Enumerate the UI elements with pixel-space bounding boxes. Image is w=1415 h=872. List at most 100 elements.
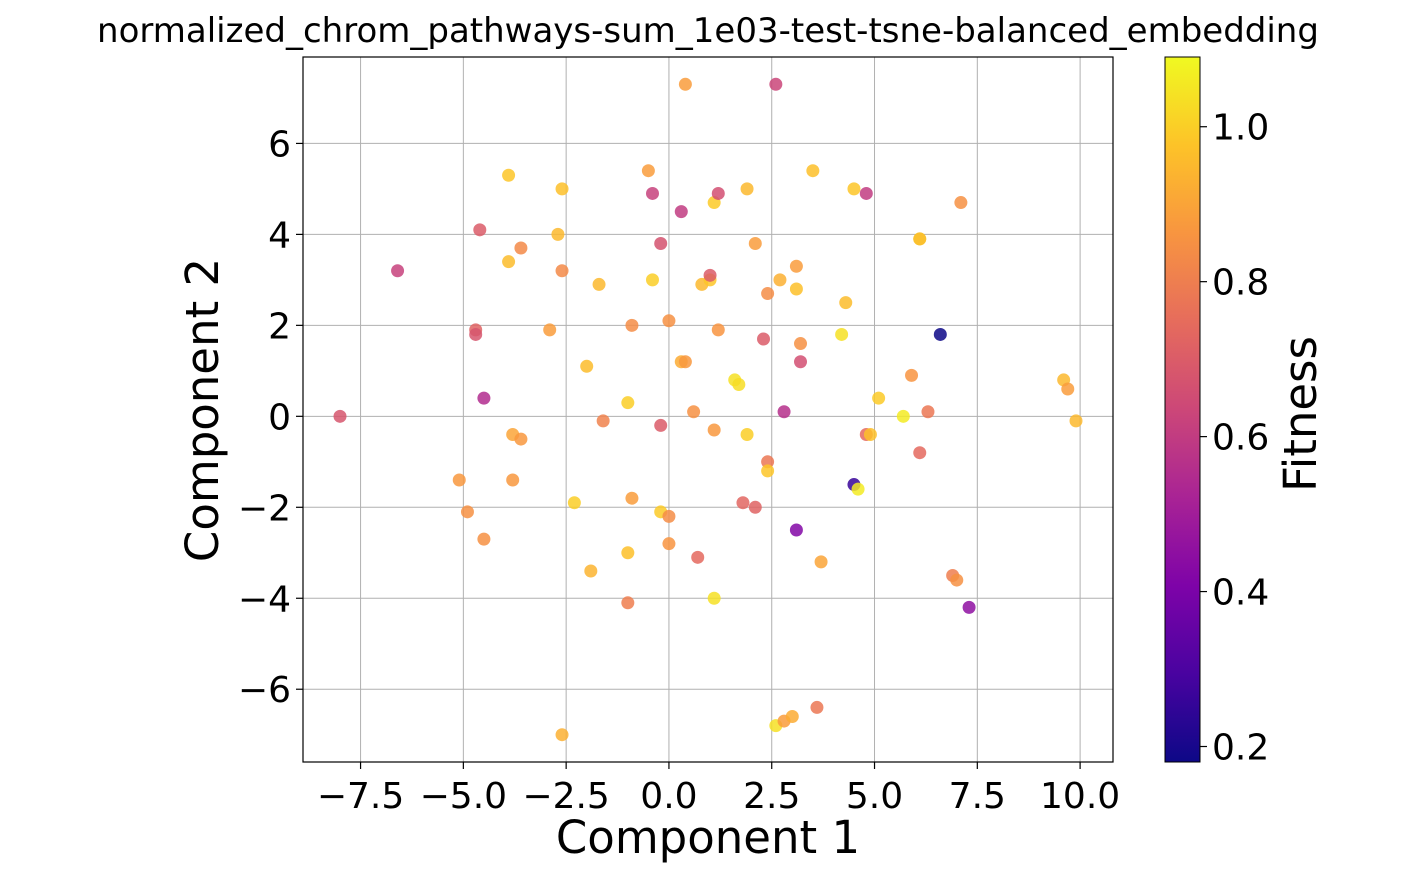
data-point [645, 273, 659, 287]
data-point [896, 409, 910, 423]
data-point [1069, 414, 1083, 428]
data-point [736, 496, 750, 510]
data-point [711, 186, 725, 200]
data-point [769, 77, 783, 91]
x-tick-label: −2.5 [522, 776, 609, 817]
data-point [740, 428, 754, 442]
y-tick-label: −2 [238, 488, 291, 529]
data-point [851, 482, 865, 496]
data-point [502, 168, 516, 182]
data-point [806, 164, 820, 178]
colorbar-tick-label: 0.6 [1212, 418, 1269, 459]
data-points [333, 77, 1083, 742]
data-point [835, 327, 849, 341]
x-tick-label: −5.0 [420, 776, 507, 817]
colorbar-ticks: 0.2 0.4 0.6 0.8 1.0 [1200, 108, 1269, 769]
data-point [913, 446, 927, 460]
data-point [839, 296, 853, 310]
data-point [1061, 382, 1075, 396]
data-point [962, 600, 976, 614]
data-point [584, 564, 598, 578]
data-point [477, 391, 491, 405]
data-point [740, 182, 754, 196]
colorbar-label: Fitness [1274, 336, 1327, 492]
data-point [596, 414, 610, 428]
data-point [761, 287, 775, 301]
data-point [555, 728, 569, 742]
data-point [954, 196, 968, 210]
data-point [460, 505, 474, 519]
data-point [391, 264, 405, 278]
data-point [551, 227, 565, 241]
data-point [662, 509, 676, 523]
data-point [621, 396, 635, 410]
y-axis-ticks: −6 −4 −2 0 2 4 6 [238, 124, 303, 711]
data-point [785, 710, 799, 724]
x-tick-label: 5.0 [846, 776, 903, 817]
data-point [810, 700, 824, 714]
data-point [580, 359, 594, 373]
data-point [625, 318, 639, 332]
data-point [732, 377, 746, 391]
data-point [777, 405, 791, 419]
data-point [757, 332, 771, 346]
data-point [847, 182, 861, 196]
data-point [502, 255, 516, 269]
x-axis-label: Component 1 [556, 811, 860, 864]
data-point [477, 532, 491, 546]
data-point [794, 337, 808, 351]
data-point [333, 409, 347, 423]
data-point [773, 273, 787, 287]
data-point [761, 455, 775, 469]
y-tick-label: −6 [238, 670, 291, 711]
colorbar-tick-label: 0.2 [1212, 728, 1269, 769]
data-point [514, 241, 528, 255]
data-point [621, 546, 635, 560]
data-point [543, 323, 557, 337]
data-point [748, 236, 762, 250]
data-point [789, 259, 803, 273]
data-point [592, 277, 606, 291]
data-point [555, 264, 569, 278]
data-point [641, 164, 655, 178]
data-point [654, 236, 668, 250]
data-point [662, 314, 676, 328]
x-axis-ticks: −7.5 −5.0 −2.5 0.0 2.5 5.0 7.5 10.0 [317, 762, 1120, 817]
plot-frame [302, 56, 1114, 763]
data-point [625, 491, 639, 505]
data-point [452, 473, 466, 487]
x-tick-label: 7.5 [949, 776, 1006, 817]
data-point [654, 418, 668, 432]
data-point [814, 555, 828, 569]
data-point [950, 573, 964, 587]
x-tick-label: 10.0 [1040, 776, 1120, 817]
data-point [687, 405, 701, 419]
data-point [621, 596, 635, 610]
data-point [662, 537, 676, 551]
y-axis-label: Component 2 [176, 258, 229, 562]
data-point [761, 464, 775, 478]
x-tick-label: 0.0 [640, 776, 697, 817]
data-point [789, 282, 803, 296]
data-point [678, 355, 692, 369]
data-point [645, 186, 659, 200]
data-point [933, 327, 947, 341]
colorbar-tick-label: 1.0 [1212, 108, 1269, 149]
data-point [872, 391, 886, 405]
data-point [707, 591, 721, 605]
data-point [794, 355, 808, 369]
data-point [473, 223, 487, 237]
data-point [555, 182, 569, 196]
colorbar [1164, 56, 1201, 763]
y-tick-label: 4 [268, 215, 291, 256]
data-point [913, 232, 927, 246]
data-point [514, 432, 528, 446]
data-point [469, 327, 483, 341]
y-tick-label: 2 [268, 306, 291, 347]
data-point [567, 496, 581, 510]
data-point [921, 405, 935, 419]
data-point [748, 500, 762, 514]
data-point [703, 268, 717, 282]
data-point [691, 550, 705, 564]
y-tick-label: −4 [238, 579, 291, 620]
